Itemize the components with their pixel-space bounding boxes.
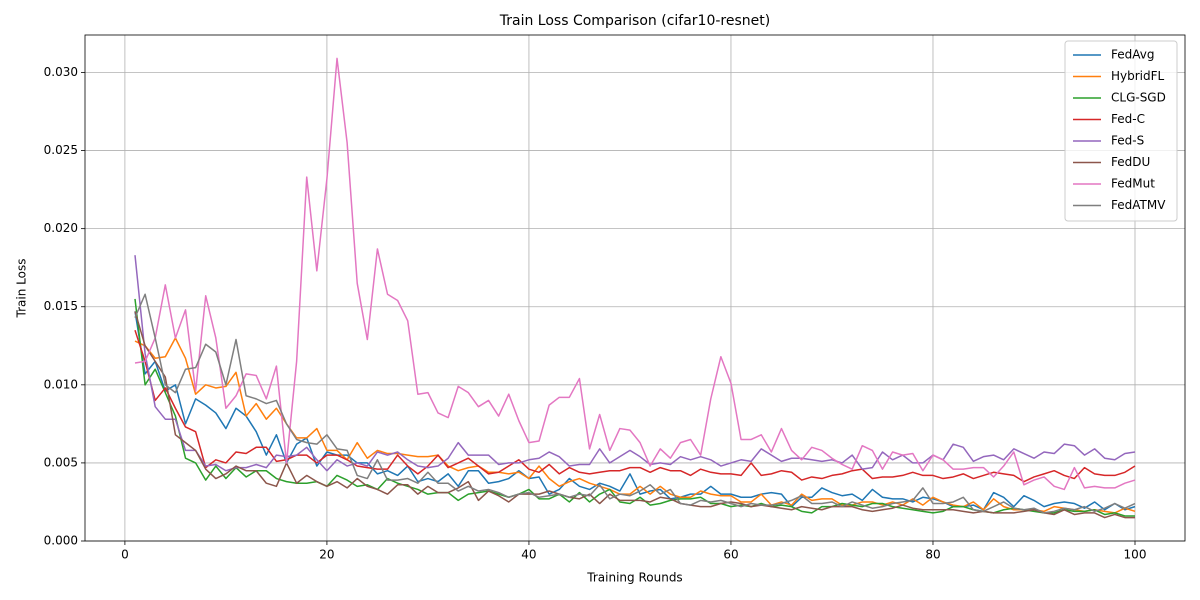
legend-label: FedATMV — [1111, 198, 1166, 212]
x-tick-label: 80 — [925, 548, 940, 562]
x-tick-label: 40 — [521, 548, 536, 562]
legend-label: CLG-SGD — [1111, 91, 1166, 105]
legend-box — [1064, 40, 1178, 222]
legend-label: FedDU — [1111, 155, 1150, 169]
x-tick-label: 60 — [723, 548, 738, 562]
series-line — [134, 255, 1136, 472]
plot-frame — [84, 34, 1186, 542]
legend-label: FedAvg — [1111, 48, 1154, 62]
legend: FedAvg HybridFL CLG-SGD Fed-C Fed-S FedDU FedM… — [1064, 40, 1178, 222]
series-line — [134, 329, 1136, 483]
y-tick-label: 0.030 — [44, 65, 78, 79]
x-axis-label: Training Rounds — [586, 571, 682, 585]
x-tick-label: 20 — [319, 548, 334, 562]
y-tick-label: 0.000 — [44, 534, 78, 548]
series-line — [134, 57, 1136, 491]
y-tick-label: 0.005 — [44, 455, 78, 469]
x-tick-label: 0 — [121, 548, 129, 562]
legend-label: HybridFL — [1111, 69, 1165, 83]
series-line — [134, 293, 1136, 514]
legend-label: Fed-C — [1111, 112, 1145, 126]
y-tick-label: 0.010 — [44, 377, 78, 391]
y-axis-label: Train Loss — [15, 259, 29, 319]
series-line — [134, 311, 1135, 519]
legend-label: Fed-S — [1111, 134, 1144, 148]
chart-title: Train Loss Comparison (cifar10-resnet) — [499, 13, 770, 29]
legend-label: FedMut — [1111, 177, 1155, 191]
x-tick-label: 100 — [1124, 548, 1147, 562]
y-tick-label: 0.025 — [44, 143, 78, 157]
y-tick-label: 0.020 — [44, 221, 78, 235]
y-tick-label: 0.015 — [44, 299, 78, 313]
